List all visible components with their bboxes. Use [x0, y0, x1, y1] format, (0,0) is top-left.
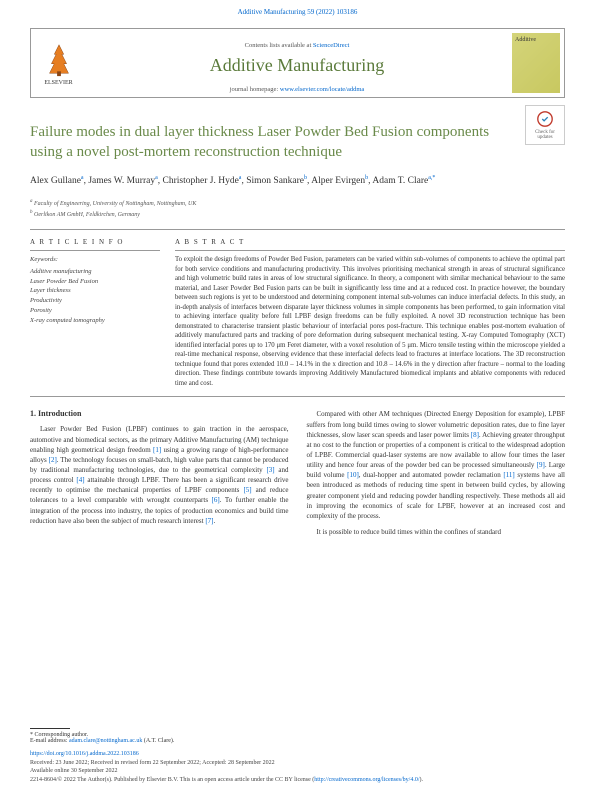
intro-paragraph: Laser Powder Bed Fusion (LPBF) continues… — [30, 424, 289, 525]
email-label: E-mail address: — [30, 738, 69, 744]
affiliations: a Faculty of Engineering, University of … — [30, 198, 565, 219]
updates-label: Check forupdates — [535, 130, 555, 141]
authors-list: Alex Gullanea, James W. Murraya, Christo… — [30, 174, 565, 188]
contents-prefix: Contents lists available at — [245, 42, 313, 49]
keywords-block: Keywords: Additive manufacturing Laser P… — [30, 255, 160, 325]
affiliation-b: b Oerlikon AM GmbH, Feldkirchen, Germany — [30, 209, 565, 219]
footer: https://doi.org/10.1016/j.addma.2022.103… — [30, 750, 565, 784]
cover-label: Additive — [515, 37, 536, 43]
license-link[interactable]: http://creativecommons.org/licenses/by/4… — [314, 777, 419, 783]
keyword: Laser Powder Bed Fusion — [30, 277, 160, 287]
keyword: Porosity — [30, 306, 160, 316]
corresponding-email-line: E-mail address: adam.clare@nottingham.ac… — [30, 738, 280, 744]
article-title: Failure modes in dual layer thickness La… — [30, 123, 565, 162]
copyright-suffix: ). — [420, 777, 424, 783]
sciencedirect-link[interactable]: ScienceDirect — [313, 42, 349, 49]
copyright-text: 2214-8604/© 2022 The Author(s). Publishe… — [30, 777, 314, 783]
corresponding-author: * Corresponding author. E-mail address: … — [30, 728, 280, 744]
divider — [30, 229, 565, 230]
journal-name: Additive Manufacturing — [210, 55, 384, 76]
journal-cover-thumbnail: Additive — [512, 33, 560, 93]
journal-center: Contents lists available at ScienceDirec… — [86, 29, 508, 97]
check-updates-badge[interactable]: Check forupdates — [525, 105, 565, 145]
email-link[interactable]: adam.clare@nottingham.ac.uk — [69, 738, 142, 744]
elsevier-tree-icon — [40, 40, 78, 78]
abstract-text: To exploit the design freedoms of Powder… — [175, 255, 565, 388]
journal-homepage: journal homepage: www.elsevier.com/locat… — [230, 86, 365, 93]
publisher-name: ELSEVIER — [44, 80, 72, 86]
intro-heading: 1. Introduction — [30, 409, 289, 418]
body-section: 1. Introduction Laser Powder Bed Fusion … — [30, 409, 565, 537]
affiliation-a: a Faculty of Engineering, University of … — [30, 198, 565, 208]
updates-icon — [536, 110, 554, 128]
homepage-link[interactable]: www.elsevier.com/locate/addma — [280, 86, 364, 93]
contents-line: Contents lists available at ScienceDirec… — [245, 42, 350, 49]
abstract-label: A B S T R A C T — [175, 238, 565, 246]
keywords-title: Keywords: — [30, 255, 160, 265]
keyword: Productivity — [30, 296, 160, 306]
intro-paragraph: It is possible to reduce build times wit… — [307, 527, 566, 537]
article-info-label: A R T I C L E I N F O — [30, 238, 160, 246]
email-suffix: (A.T. Clare). — [142, 738, 174, 744]
homepage-prefix: journal homepage: — [230, 86, 280, 93]
journal-header: ELSEVIER Contents lists available at Sci… — [30, 28, 565, 98]
info-abstract-row: A R T I C L E I N F O Keywords: Additive… — [30, 238, 565, 388]
intro-paragraph: Compared with other AM techniques (Direc… — [307, 409, 566, 521]
publisher-logo: ELSEVIER — [31, 29, 86, 97]
keyword: X-ray computed tomography — [30, 316, 160, 326]
header-reference: Additive Manufacturing 59 (2022) 103186 — [0, 0, 595, 20]
received-dates: Received: 23 June 2022; Received in revi… — [30, 760, 275, 766]
keyword: Additive manufacturing — [30, 267, 160, 277]
doi-link[interactable]: https://doi.org/10.1016/j.addma.2022.103… — [30, 751, 139, 757]
available-date: Available online 30 September 2022 — [30, 768, 118, 774]
keyword: Layer thickness — [30, 286, 160, 296]
divider — [30, 396, 565, 397]
abstract-column: A B S T R A C T To exploit the design fr… — [175, 238, 565, 388]
article-info-column: A R T I C L E I N F O Keywords: Additive… — [30, 238, 160, 388]
